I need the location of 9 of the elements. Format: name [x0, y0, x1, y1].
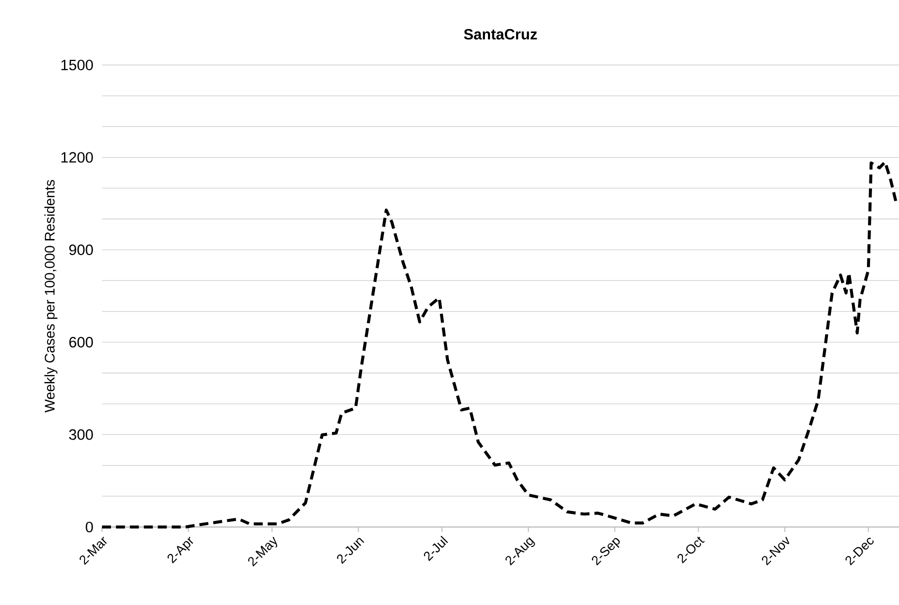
y-tick-label: 1200	[61, 152, 93, 163]
y-axis-title: Weekly Cases per 100,000 Residents	[44, 180, 58, 412]
y-tick-label: 900	[69, 244, 93, 256]
y-tick-label: 1500	[61, 60, 93, 70]
y-tick-label: 600	[69, 336, 93, 348]
line-series	[100, 160, 898, 528]
y-tick-label: 300	[69, 429, 93, 440]
y-tick-label: 0	[86, 522, 93, 532]
chart-title: SantaCruz	[464, 28, 537, 40]
